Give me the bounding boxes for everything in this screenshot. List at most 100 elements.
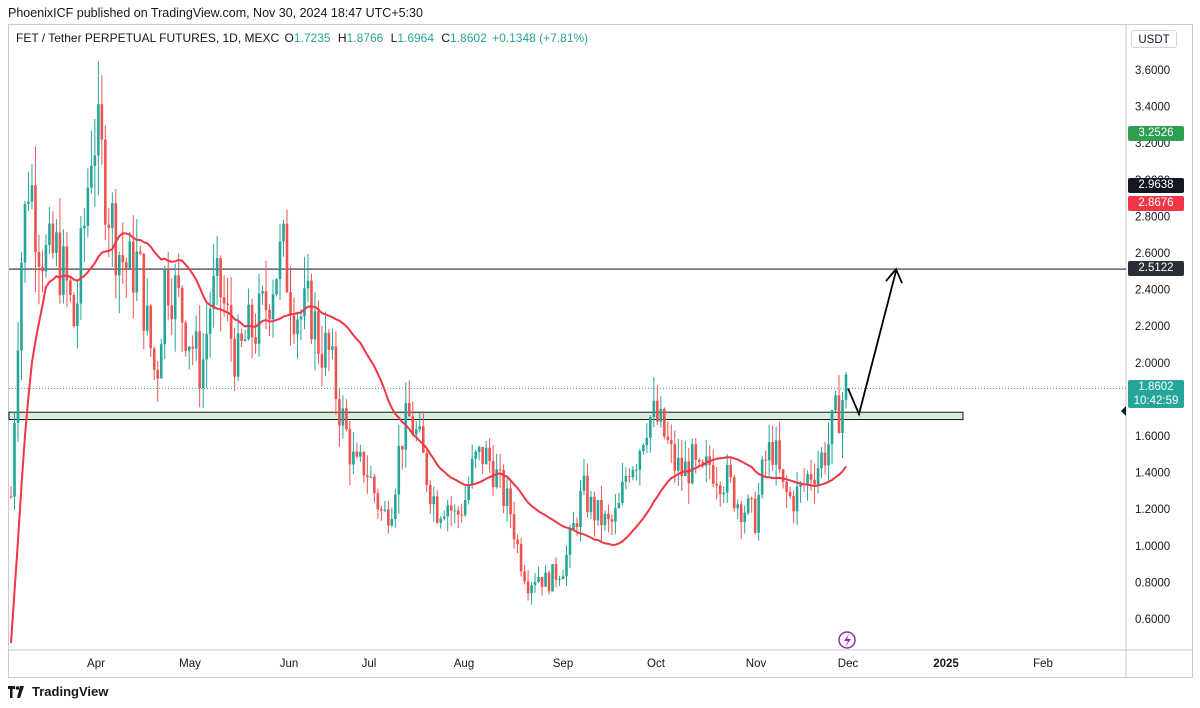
candle-body: [788, 492, 792, 497]
time-tick-label: 2025: [933, 658, 959, 670]
candle-body: [579, 490, 582, 528]
candle-body: [226, 303, 229, 305]
candle-body: [718, 485, 722, 495]
price-axis-marker: [1121, 406, 1126, 416]
candle-body: [467, 484, 470, 500]
candle-body: [201, 359, 205, 389]
candle-body: [547, 572, 551, 592]
candle-body: [460, 514, 463, 516]
candle-body: [617, 503, 621, 509]
low-label: L: [390, 31, 398, 45]
candle-body: [683, 461, 687, 477]
candle-body: [652, 400, 656, 418]
candle-body: [474, 451, 477, 459]
price-tag: 2.9638: [1128, 178, 1184, 194]
price-tag-value: 1.8602: [1138, 381, 1174, 394]
candle-body: [813, 479, 816, 485]
candle-body: [575, 523, 579, 528]
candle-body: [257, 293, 261, 344]
ohlc-legend: FET / Tether PERPETUAL FUTURES, 1D, MEXC…: [16, 31, 590, 45]
candle-body: [523, 571, 526, 582]
candle-body: [442, 516, 446, 519]
candle-body: [449, 505, 453, 511]
price-tag: 2.8676: [1128, 196, 1184, 212]
open-label: O: [284, 31, 294, 45]
candle-body: [631, 469, 635, 478]
price-tick-label: 0.6000: [1135, 614, 1170, 626]
candle-body: [491, 461, 495, 488]
candle-body: [37, 252, 41, 267]
candle-body: [530, 585, 533, 594]
candle-body: [649, 417, 652, 438]
price-tick-label: 2.0000: [1135, 358, 1170, 370]
candle-body: [498, 469, 502, 471]
candle-body: [558, 578, 561, 580]
tradingview-brand: TradingView: [32, 684, 109, 699]
candle-body: [806, 474, 809, 484]
candle-body: [152, 348, 156, 370]
price-tick-label: 2.8000: [1135, 211, 1170, 223]
candle-body: [663, 408, 666, 437]
candle-body: [383, 509, 387, 511]
candle-body: [93, 155, 97, 166]
candle-body: [743, 512, 746, 523]
candle-body: [799, 483, 802, 487]
candle-body: [65, 246, 69, 281]
candle-body: [711, 464, 715, 484]
candle-body: [621, 481, 624, 504]
candle-body: [236, 333, 240, 377]
candle-body: [219, 258, 222, 298]
candle-body: [30, 185, 34, 202]
currency-selector[interactable]: USDT: [1131, 30, 1177, 48]
events-icon: [838, 631, 856, 649]
candle-body: [425, 452, 429, 486]
candle-body: [9, 496, 13, 498]
candle-body: [69, 280, 72, 295]
candle-body: [194, 331, 198, 349]
candle-body: [250, 304, 254, 338]
candle-body: [785, 481, 788, 493]
candle-body: [27, 201, 30, 205]
candle-body: [565, 554, 568, 577]
candle-body: [58, 232, 62, 295]
candle-body: [187, 346, 191, 351]
candle-body: [111, 203, 114, 229]
candle-body: [628, 476, 631, 478]
candle-body: [757, 494, 760, 533]
candle-body: [715, 483, 719, 486]
candle-body: [394, 494, 397, 519]
candle-body: [586, 475, 589, 513]
high-value: 1.8766: [346, 31, 384, 45]
candle-body: [303, 288, 306, 317]
candle-body: [289, 291, 292, 316]
candle-body: [544, 572, 547, 587]
candle-body: [390, 518, 394, 526]
price-tick-label: 1.0000: [1135, 541, 1170, 553]
candle-body: [317, 311, 320, 354]
candle-body: [421, 426, 425, 453]
price-tick-label: 1.6000: [1135, 431, 1170, 443]
candle-body: [138, 251, 142, 254]
candle-body: [519, 543, 523, 572]
candle-body: [809, 474, 813, 480]
candle-body: [502, 469, 505, 507]
symbol-label[interactable]: FET / Tether PERPETUAL FUTURES, 1D, MEXC: [16, 31, 280, 45]
candle-body: [760, 459, 764, 495]
candle-body: [118, 255, 121, 276]
candle-body: [767, 442, 771, 461]
candle-body: [198, 331, 201, 389]
candle-body: [180, 287, 184, 323]
high-label: H: [337, 31, 347, 45]
candle-body: [572, 523, 575, 530]
candle-body: [411, 416, 415, 435]
candle-body: [607, 513, 610, 520]
candle-body: [736, 504, 739, 509]
candle-body: [366, 475, 369, 478]
candle-body: [124, 262, 128, 269]
candle-body: [554, 564, 558, 580]
publish-header: PhoenixICF published on TradingView.com,…: [8, 6, 423, 20]
candle-body: [327, 332, 331, 350]
candle-body: [100, 104, 104, 140]
candle-body: [439, 518, 443, 523]
